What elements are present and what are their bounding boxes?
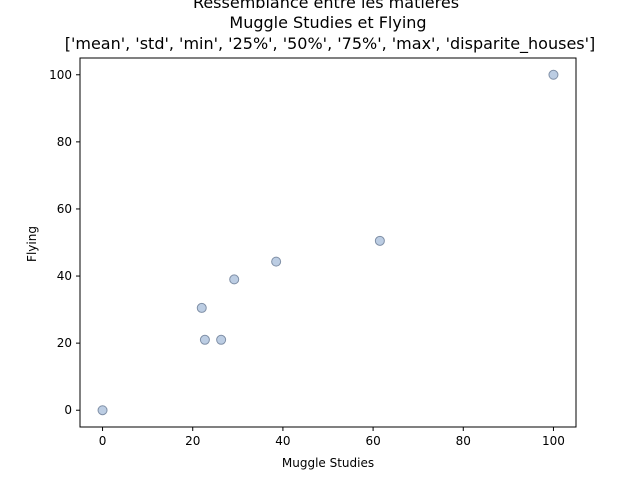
y-tick-label: 20	[57, 336, 72, 350]
y-axis: 0 20 40 60 80 100	[49, 68, 80, 417]
data-point	[199, 334, 210, 345]
data-points	[97, 69, 559, 416]
x-tick-label: 60	[365, 434, 380, 448]
y-tick-label: 40	[57, 269, 72, 283]
x-tick-label: 100	[542, 434, 565, 448]
plot-area	[79, 57, 577, 428]
y-tick-label: 60	[57, 202, 72, 216]
chart-title-line-2: Muggle Studies et Flying	[229, 13, 426, 32]
chart-title: Ressemblance entre les matières Muggle S…	[65, 0, 596, 54]
chart-title-line-1: Ressemblance entre les matières	[193, 0, 459, 12]
data-point	[97, 405, 108, 416]
x-axis: 0 20 40 60 80 100	[99, 427, 565, 448]
chart-title-line-3: ['mean', 'std', 'min', '25%', '50%', '75…	[65, 34, 596, 54]
y-tick-label: 0	[64, 403, 72, 417]
x-tick-label: 40	[275, 434, 290, 448]
x-tick-label: 0	[99, 434, 107, 448]
x-tick-label: 20	[185, 434, 200, 448]
y-axis-label: Flying	[25, 226, 39, 262]
data-point	[229, 274, 240, 285]
data-point	[271, 256, 282, 267]
data-point	[196, 302, 207, 313]
data-point	[216, 334, 227, 345]
y-tick-label: 80	[57, 135, 72, 149]
y-tick-label: 100	[49, 68, 72, 82]
x-axis-label: Muggle Studies	[282, 456, 374, 470]
data-point	[548, 69, 559, 80]
x-tick-label: 80	[456, 434, 471, 448]
data-point	[374, 235, 385, 246]
